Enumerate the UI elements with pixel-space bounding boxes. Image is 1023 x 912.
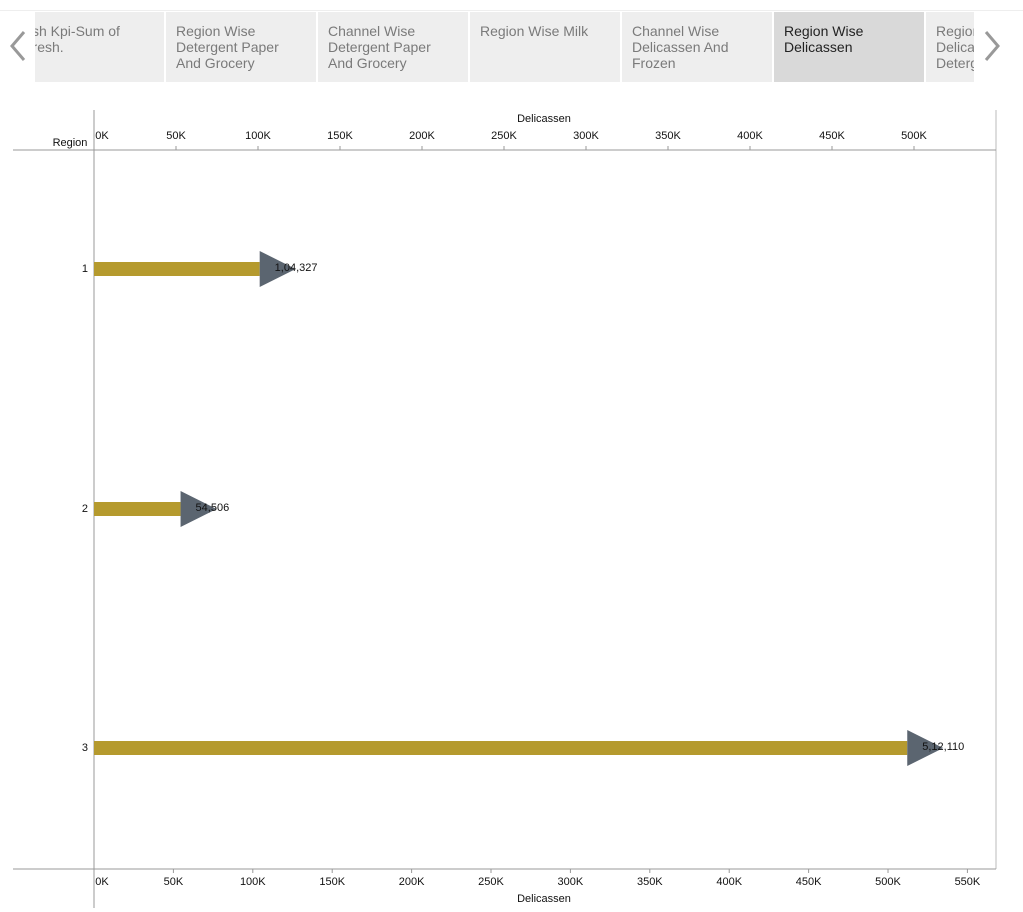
y-tick-label: 3: [82, 742, 88, 754]
x2-tick-label: 300K: [573, 130, 599, 142]
bar-end-marker: [259, 251, 296, 287]
x2-tick-label: 50K: [166, 130, 186, 142]
tab[interactable]: Region Wise Delicassen: [774, 12, 924, 82]
x-tick-label: 450K: [796, 876, 822, 888]
x-tick-label: 350K: [637, 876, 663, 888]
value-label: 54,506: [196, 502, 230, 514]
x2-tick-label: 0K: [95, 130, 109, 142]
x2-tick-label: 100K: [245, 130, 271, 142]
x-tick-label: 200K: [399, 876, 425, 888]
bar: [94, 741, 908, 755]
tab[interactable]: Region Wise Delicassen And Detergent: [926, 12, 974, 82]
x-tick-label: 500K: [875, 876, 901, 888]
value-label: 5,12,110: [922, 741, 964, 753]
x2-tick-label: 200K: [409, 130, 435, 142]
x-tick-label: 250K: [478, 876, 504, 888]
bar: [94, 502, 181, 516]
tab[interactable]: Channel Wise Detergent Paper And Grocery: [318, 12, 468, 82]
bar-end-marker: [907, 730, 944, 766]
x2-tick-label: 500K: [901, 130, 927, 142]
tabs-prev[interactable]: [8, 26, 28, 66]
value-label: 1,04,327: [275, 262, 318, 274]
y-axis-label: Region: [53, 137, 88, 149]
x2-tick-label: 350K: [655, 130, 681, 142]
x-tick-label: 150K: [319, 876, 345, 888]
x2-axis-label: Delicassen: [517, 113, 571, 125]
bar-end-marker: [180, 491, 217, 527]
toolbar: [0, 0, 1023, 11]
x-tick-label: 300K: [558, 876, 584, 888]
x2-tick-label: 150K: [327, 130, 353, 142]
x-tick-label: 550K: [955, 876, 981, 888]
tabs-next[interactable]: [982, 26, 1002, 66]
x2-tick-label: 450K: [819, 130, 845, 142]
y-tick-label: 2: [82, 503, 88, 515]
y-tick-label: 1: [82, 263, 88, 275]
x-tick-label: 50K: [164, 876, 184, 888]
x-tick-label: 0K: [95, 876, 109, 888]
x-tick-label: 400K: [716, 876, 742, 888]
x-axis-label: Delicassen: [517, 893, 571, 905]
x-tick-label: 100K: [240, 876, 266, 888]
tab[interactable]: Fresh Kpi-Sum of Fresh.: [35, 12, 164, 82]
tab-strip: Fresh Kpi-Sum of Fresh.Region Wise Deter…: [35, 12, 974, 82]
x2-tick-label: 250K: [491, 130, 517, 142]
bar: [94, 262, 260, 276]
tab[interactable]: Channel Wise Delicassen And Frozen: [622, 12, 772, 82]
tab[interactable]: Region Wise Detergent Paper And Grocery: [166, 12, 316, 82]
tab[interactable]: Region Wise Milk: [470, 12, 620, 82]
x2-tick-label: 400K: [737, 130, 763, 142]
